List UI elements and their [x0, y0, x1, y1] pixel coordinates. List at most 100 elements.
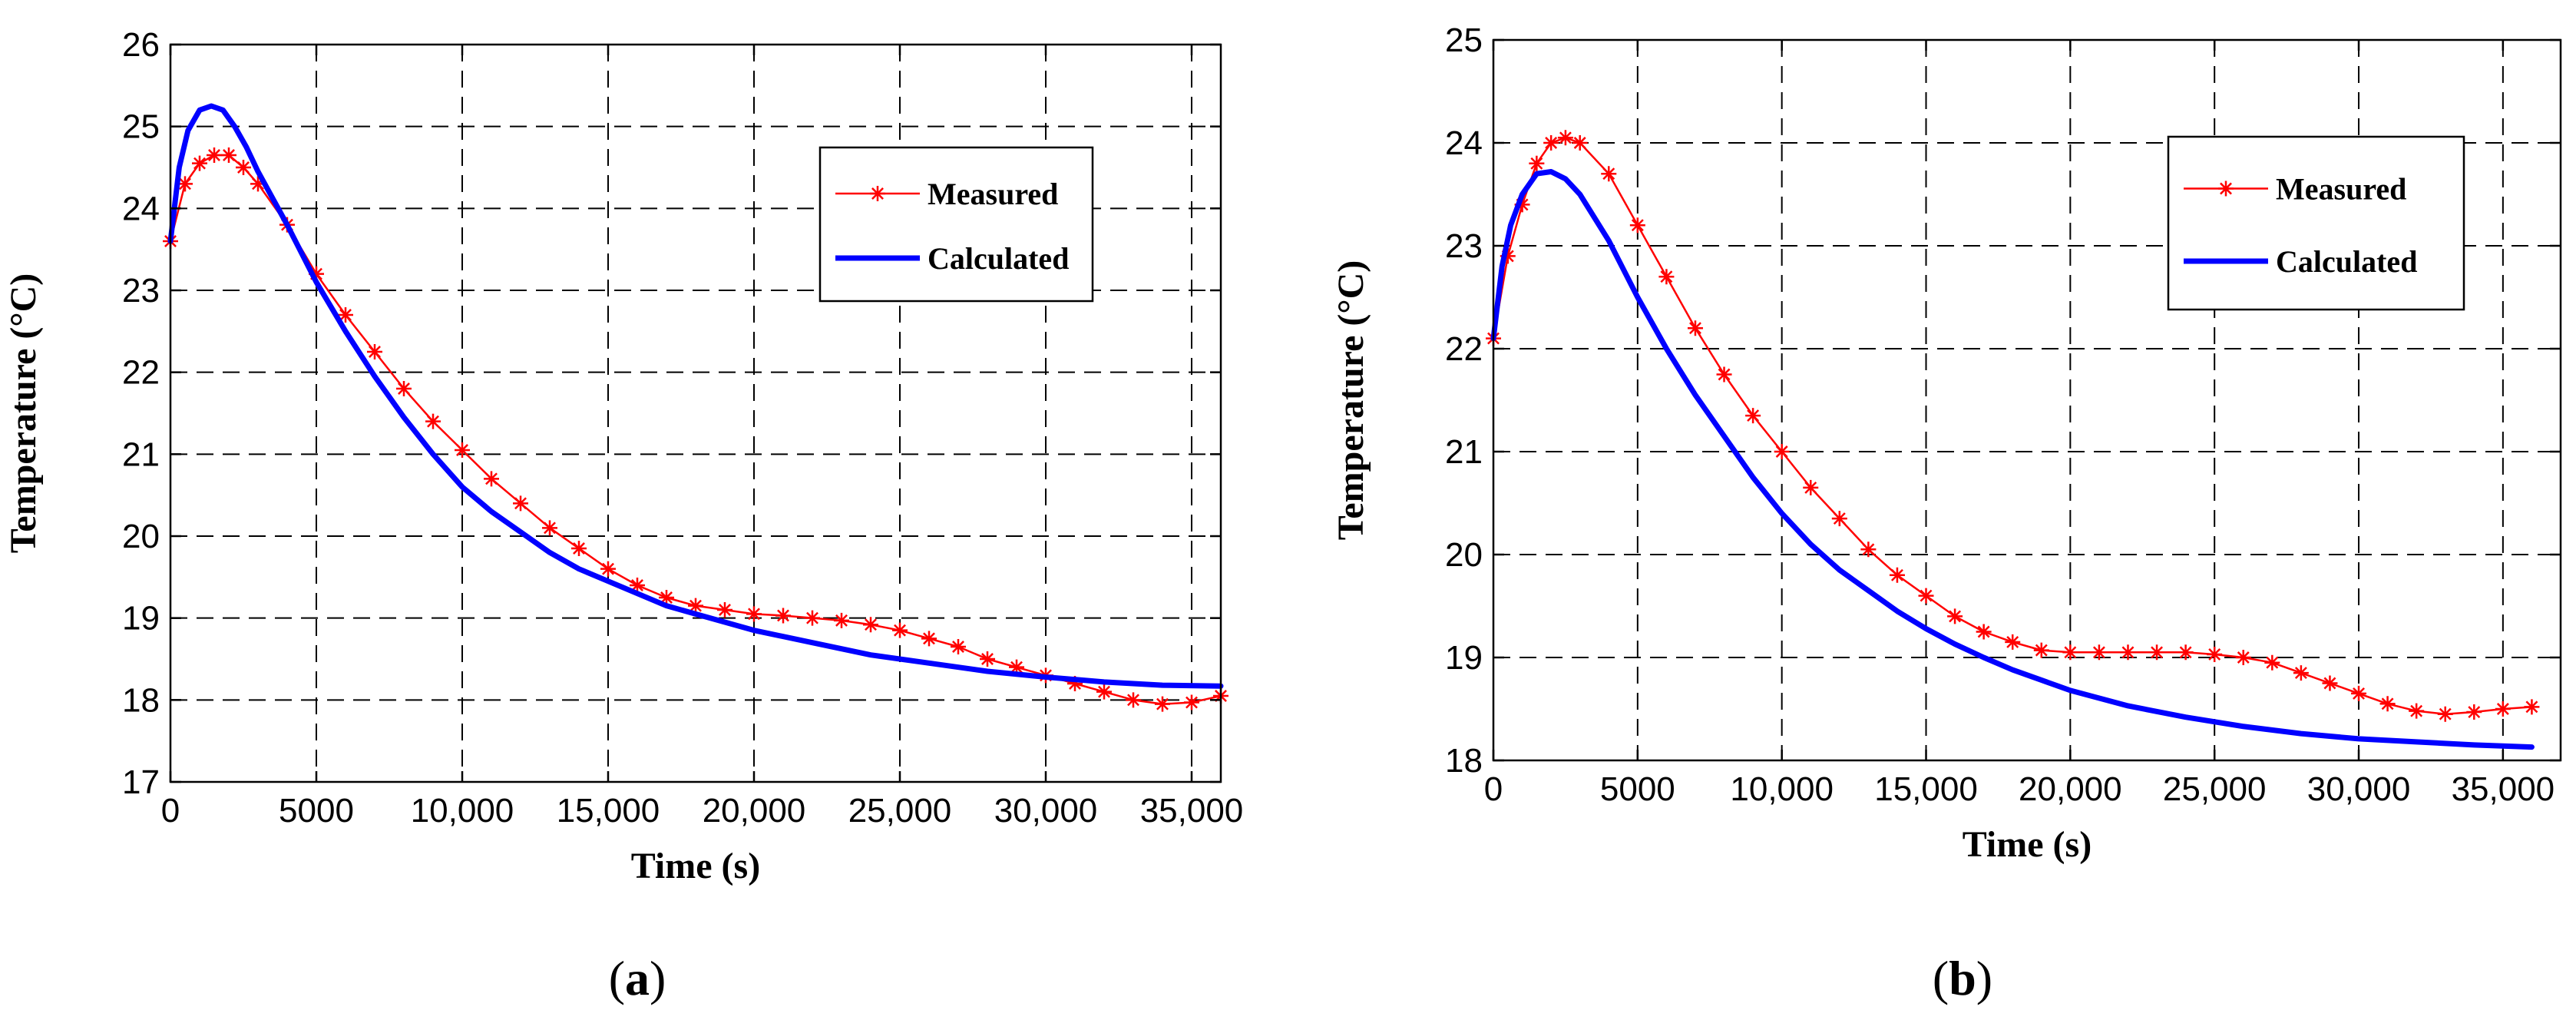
measured-point-b-20: [1976, 624, 1992, 640]
measured-point-a-36: [1126, 692, 1141, 708]
measured-point-b-2: [1514, 197, 1530, 213]
legend-label-b-calculated: Calculated: [2276, 244, 2417, 279]
measured-point-b-28: [2207, 646, 2223, 662]
x-tick-label-b-1: 5000: [1600, 770, 1675, 808]
x-tick-label-b-3: 15,000: [1874, 770, 1978, 808]
measured-point-b-31: [2293, 665, 2309, 681]
measured-point-a-8: [309, 266, 324, 282]
measured-point-a-12: [425, 413, 441, 429]
panel-label-a: (a): [609, 951, 666, 1005]
measured-point-b-6: [1572, 135, 1588, 151]
legend-box-b: [2167, 135, 2465, 311]
measured-point-a-2: [192, 155, 207, 171]
measured-point-b-38: [2495, 701, 2511, 717]
chart-b: 0 5000 10,000 15,000 20,000 25,000 30,000 35,00…: [1331, 22, 2562, 865]
y-tick-label-a-6: 23: [122, 272, 160, 310]
measured-point-a-14: [484, 471, 499, 487]
series-line-a-measured: [169, 154, 1222, 705]
panel-label-b-letter: b: [1949, 951, 1976, 1005]
y-tick-label-a-3: 20: [122, 518, 160, 555]
measured-point-b-26: [2149, 644, 2165, 661]
measured-point-b-8: [1629, 217, 1645, 233]
measured-point-a-32: [1009, 659, 1024, 675]
measured-point-b-9: [1658, 269, 1675, 285]
measured-point-a-28: [892, 622, 908, 638]
measured-point-b-5: [1557, 130, 1573, 146]
x-tick-label-a-6: 30,000: [994, 792, 1098, 830]
x-tick-label-b-0: 0: [1484, 770, 1503, 808]
x-tick-label-a-7: 35,000: [1140, 792, 1244, 830]
measured-point-a-34: [1067, 676, 1083, 691]
x-tick-label-a-5: 25,000: [848, 792, 952, 830]
measured-point-b-10: [1687, 320, 1703, 336]
measured-point-b-19: [1947, 608, 1963, 624]
y-tick-label-a-0: 17: [122, 763, 160, 801]
chart-a: 0 5000 10,000 15,000 20,000 25,000 30,000 35,00…: [3, 26, 1243, 886]
x-tick-label-a-1: 5000: [279, 792, 354, 830]
legend-marker-a-measured: [870, 186, 885, 201]
measured-point-b-7: [1601, 166, 1617, 182]
measured-point-b-30: [2264, 654, 2280, 671]
measured-point-a-19: [630, 578, 645, 593]
measured-point-b-32: [2322, 675, 2338, 691]
measured-point-b-23: [2062, 644, 2078, 661]
x-tick-label-b-4: 20,000: [2019, 770, 2122, 808]
x-axis-label-a: Time (s): [631, 846, 760, 886]
axes-box-a: [169, 43, 1222, 783]
measured-point-b-25: [2120, 644, 2136, 661]
measured-point-b-1: [1500, 248, 1516, 264]
measured-point-a-4: [221, 147, 236, 163]
measured-point-b-16: [1860, 541, 1877, 558]
measured-point-a-10: [367, 344, 382, 359]
axes-box-b: [1492, 38, 2562, 762]
y-tick-label-b-2: 20: [1445, 536, 1483, 574]
measured-point-a-27: [863, 617, 878, 633]
measured-point-b-35: [2409, 703, 2425, 719]
x-tick-label-b-2: 10,000: [1730, 770, 1834, 808]
y-tick-label-a-4: 21: [122, 436, 160, 473]
measured-point-a-23: [746, 606, 762, 622]
measured-point-a-35: [1096, 684, 1112, 700]
measured-point-a-18: [600, 561, 616, 577]
measured-point-a-13: [455, 442, 470, 458]
measured-point-b-3: [1529, 155, 1545, 171]
measured-point-b-14: [1803, 479, 1819, 495]
measured-point-b-34: [2379, 696, 2396, 712]
measured-point-b-33: [2351, 685, 2367, 701]
measured-point-b-37: [2466, 704, 2482, 720]
y-tick-label-a-7: 24: [122, 190, 160, 227]
measured-point-b-39: [2524, 699, 2540, 715]
y-tick-label-a-1: 18: [122, 681, 160, 719]
measured-point-a-21: [688, 598, 703, 614]
y-tick-label-b-5: 23: [1445, 227, 1483, 265]
y-tick-label-a-2: 19: [122, 600, 160, 638]
measured-point-a-29: [921, 631, 937, 647]
y-tick-label-a-8: 25: [122, 108, 160, 146]
measured-point-b-12: [1745, 408, 1761, 424]
x-tick-label-b-6: 30,000: [2307, 770, 2411, 808]
measured-point-a-5: [236, 160, 251, 175]
measured-point-a-25: [805, 610, 820, 626]
measured-point-a-31: [980, 651, 995, 667]
legend-marker-b-measured: [2218, 180, 2234, 197]
measured-point-b-18: [1918, 588, 1934, 604]
legend-box-a: [818, 146, 1094, 303]
measured-point-b-24: [2091, 644, 2107, 661]
y-tick-label-a-5: 22: [122, 354, 160, 392]
measured-point-a-16: [542, 520, 557, 536]
measured-point-a-22: [717, 602, 732, 618]
y-tick-label-b-1: 19: [1445, 639, 1483, 677]
measured-point-a-6: [250, 176, 266, 192]
y-tick-label-b-6: 24: [1445, 124, 1483, 162]
measured-point-b-36: [2437, 706, 2453, 722]
panel-label-a-letter: a: [625, 951, 650, 1005]
x-axis-label-b: Time (s): [1963, 824, 2092, 865]
measured-point-a-1: [177, 176, 193, 192]
y-axis-label-b: Temperature (°C): [1331, 260, 1371, 540]
measured-point-a-15: [513, 495, 528, 512]
legend-label-b-measured: Measured: [2276, 172, 2406, 207]
y-tick-label-b-4: 22: [1445, 330, 1483, 368]
measured-point-a-9: [338, 307, 353, 323]
measured-point-a-11: [396, 381, 412, 396]
